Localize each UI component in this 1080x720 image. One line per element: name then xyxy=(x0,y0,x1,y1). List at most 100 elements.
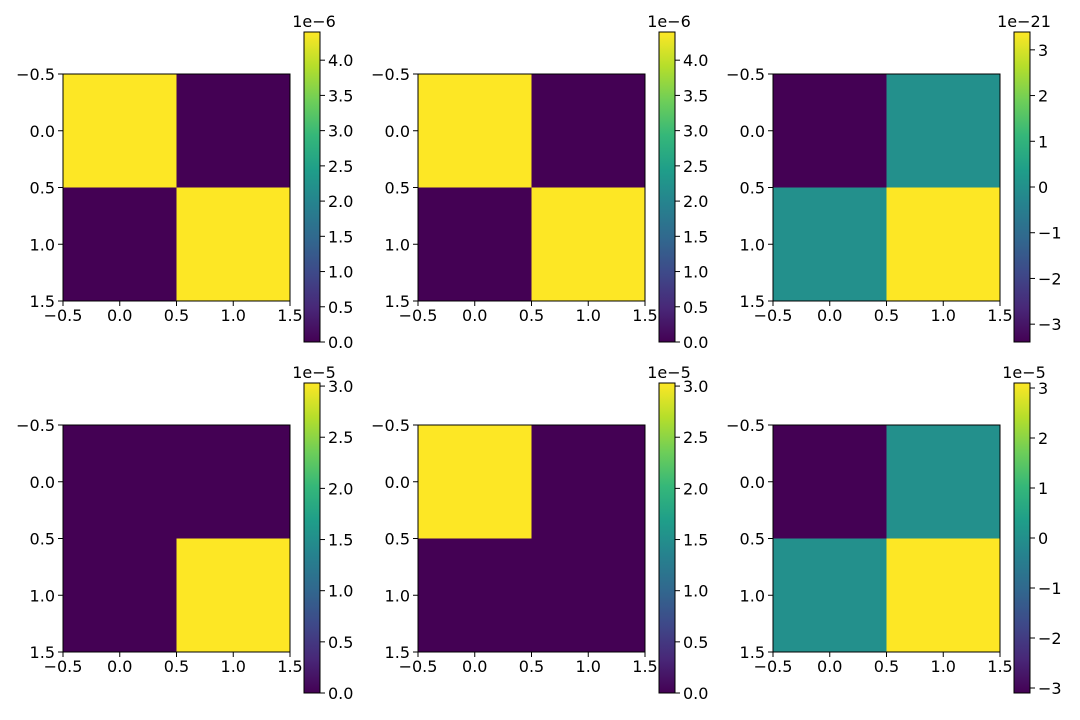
colorbar-tick-label: 0.5 xyxy=(328,633,353,652)
heatmap-cell-r1-c0 xyxy=(773,538,887,652)
heatmap-cell-r1-c0 xyxy=(773,187,887,301)
x-tick-label: 1.5 xyxy=(987,306,1012,325)
colorbar-tick-label: −3 xyxy=(1038,315,1062,334)
heatmap-cell-r1-c1 xyxy=(176,538,290,652)
colorbar xyxy=(1013,382,1031,694)
x-tick-label: 0.5 xyxy=(519,657,544,676)
x-tick-label: 0.0 xyxy=(817,657,842,676)
y-tick-label: −0.5 xyxy=(726,65,765,84)
y-tick-label: 1.0 xyxy=(385,586,410,605)
x-tick-label: 1.0 xyxy=(576,306,601,325)
colorbar-tick-label: −2 xyxy=(1038,269,1062,288)
colorbar xyxy=(303,382,321,694)
heatmap-cell-r0-c0 xyxy=(418,74,532,188)
x-tick-label: 1.5 xyxy=(987,657,1012,676)
heatmap-cell-r0-c0 xyxy=(63,74,177,188)
colorbar-tick-label: 1.5 xyxy=(683,227,708,246)
x-tick-label: −0.5 xyxy=(44,657,83,676)
y-tick-label: 0.0 xyxy=(385,122,410,141)
colorbar-tick-label: 3.5 xyxy=(683,86,708,105)
colorbar-tick-label: 1.5 xyxy=(328,531,353,550)
heatmap-cell-r0-c1 xyxy=(531,425,645,539)
x-tick-label: 0.5 xyxy=(164,306,189,325)
x-tick-label: 1.0 xyxy=(221,306,246,325)
y-tick-label: 0.0 xyxy=(30,473,55,492)
colorbar xyxy=(1013,31,1031,343)
subplot-6: −0.5 0.0 0.5 1.0 1.5−0.50.00.51.01.5−3−2−101… xyxy=(726,363,1061,698)
colorbar-tick-label: 3.0 xyxy=(328,377,353,396)
y-tick-label: 0.5 xyxy=(30,179,55,198)
x-tick-label: 0.5 xyxy=(164,657,189,676)
heatmap-cell-r0-c0 xyxy=(773,425,887,539)
y-tick-label: 1.5 xyxy=(30,292,55,311)
heatmap-cell-r1-c0 xyxy=(418,538,532,652)
heatmap-cell-r0-c0 xyxy=(773,74,887,188)
colorbar-tick-label: 4.0 xyxy=(683,51,708,70)
colorbar-tick-label: 0 xyxy=(1038,178,1048,197)
x-tick-label: 1.0 xyxy=(576,657,601,676)
y-tick-label: 1.0 xyxy=(30,586,55,605)
subplot-2: −0.5 0.0 0.5 1.0 1.5−0.50.00.51.01.50.00.51.… xyxy=(371,12,708,352)
colorbar-tick-label: 0.5 xyxy=(683,633,708,652)
subplot-3: −0.5 0.0 0.5 1.0 1.5−0.50.00.51.01.5−3−2−101… xyxy=(726,12,1062,343)
heatmap-cell-r1-c1 xyxy=(886,538,1000,652)
x-tick-label: 0.5 xyxy=(874,306,899,325)
colorbar-tick-label: 1.0 xyxy=(328,582,353,601)
heatmap-cell-r1-c1 xyxy=(886,187,1000,301)
colorbar-offset-text: 1e−5 xyxy=(647,363,691,382)
x-tick-label: −0.5 xyxy=(399,306,438,325)
x-tick-label: 1.0 xyxy=(931,306,956,325)
colorbar-tick-label: 1 xyxy=(1038,132,1048,151)
colorbar-tick-label: 0.5 xyxy=(328,298,353,317)
y-tick-label: 0.0 xyxy=(740,122,765,141)
y-tick-label: 1.0 xyxy=(30,235,55,254)
y-tick-label: 0.5 xyxy=(740,530,765,549)
colorbar-tick-label: 2.0 xyxy=(328,192,353,211)
y-tick-label: 1.5 xyxy=(385,292,410,311)
colorbar-tick-label: 2.5 xyxy=(328,428,353,447)
heatmap-cell-r1-c1 xyxy=(531,538,645,652)
colorbar-tick-label: 2 xyxy=(1038,429,1048,448)
x-tick-label: 1.5 xyxy=(277,657,302,676)
colorbar-tick-label: 3.0 xyxy=(683,377,708,396)
y-tick-label: 1.0 xyxy=(385,235,410,254)
x-tick-label: 1.5 xyxy=(277,306,302,325)
colorbar-tick-label: 0.0 xyxy=(683,684,708,703)
colorbar-tick-label: 0 xyxy=(1038,529,1048,548)
heatmap-cell-r1-c0 xyxy=(63,538,177,652)
colorbar-tick-label: −3 xyxy=(1038,679,1062,698)
heatmap-cell-r1-c0 xyxy=(418,187,532,301)
subplot-5: −0.5 0.0 0.5 1.0 1.5−0.50.00.51.01.50.00.51.… xyxy=(371,363,708,703)
x-tick-label: 1.0 xyxy=(931,657,956,676)
heatmap-cell-r0-c1 xyxy=(176,425,290,539)
colorbar-tick-label: 3.0 xyxy=(328,122,353,141)
heatmap-cell-r0-c1 xyxy=(531,74,645,188)
heatmap-cell-r1-c1 xyxy=(176,187,290,301)
colorbar-tick-label: 2.5 xyxy=(683,428,708,447)
colorbar-tick-label: −1 xyxy=(1038,224,1062,243)
y-tick-label: −0.5 xyxy=(726,416,765,435)
colorbar-offset-text: 1e−21 xyxy=(997,12,1051,31)
colorbar-offset-text: 1e−5 xyxy=(292,363,336,382)
colorbar-tick-label: 1.0 xyxy=(683,263,708,282)
colorbar xyxy=(303,31,321,343)
colorbar-tick-label: 0.5 xyxy=(683,298,708,317)
y-tick-label: −0.5 xyxy=(371,416,410,435)
colorbar-tick-label: 0.0 xyxy=(683,333,708,352)
heatmap-cell-r0-c1 xyxy=(176,74,290,188)
x-tick-label: 1.5 xyxy=(632,306,657,325)
y-tick-label: 0.5 xyxy=(385,179,410,198)
y-tick-label: 1.5 xyxy=(740,292,765,311)
y-tick-label: 0.0 xyxy=(30,122,55,141)
colorbar-tick-label: −1 xyxy=(1038,579,1062,598)
subplot-1: −0.5 0.0 0.5 1.0 1.5−0.50.00.51.01.50.00.51.… xyxy=(16,12,353,352)
y-tick-label: 1.5 xyxy=(30,643,55,662)
colorbar-tick-label: 0.0 xyxy=(328,684,353,703)
x-tick-label: −0.5 xyxy=(754,306,793,325)
colorbar xyxy=(658,31,676,343)
colorbar xyxy=(658,382,676,694)
colorbar-tick-label: 2 xyxy=(1038,87,1048,106)
y-tick-label: 0.0 xyxy=(385,473,410,492)
x-tick-label: 0.5 xyxy=(519,306,544,325)
heatmap-cell-r1-c1 xyxy=(531,187,645,301)
